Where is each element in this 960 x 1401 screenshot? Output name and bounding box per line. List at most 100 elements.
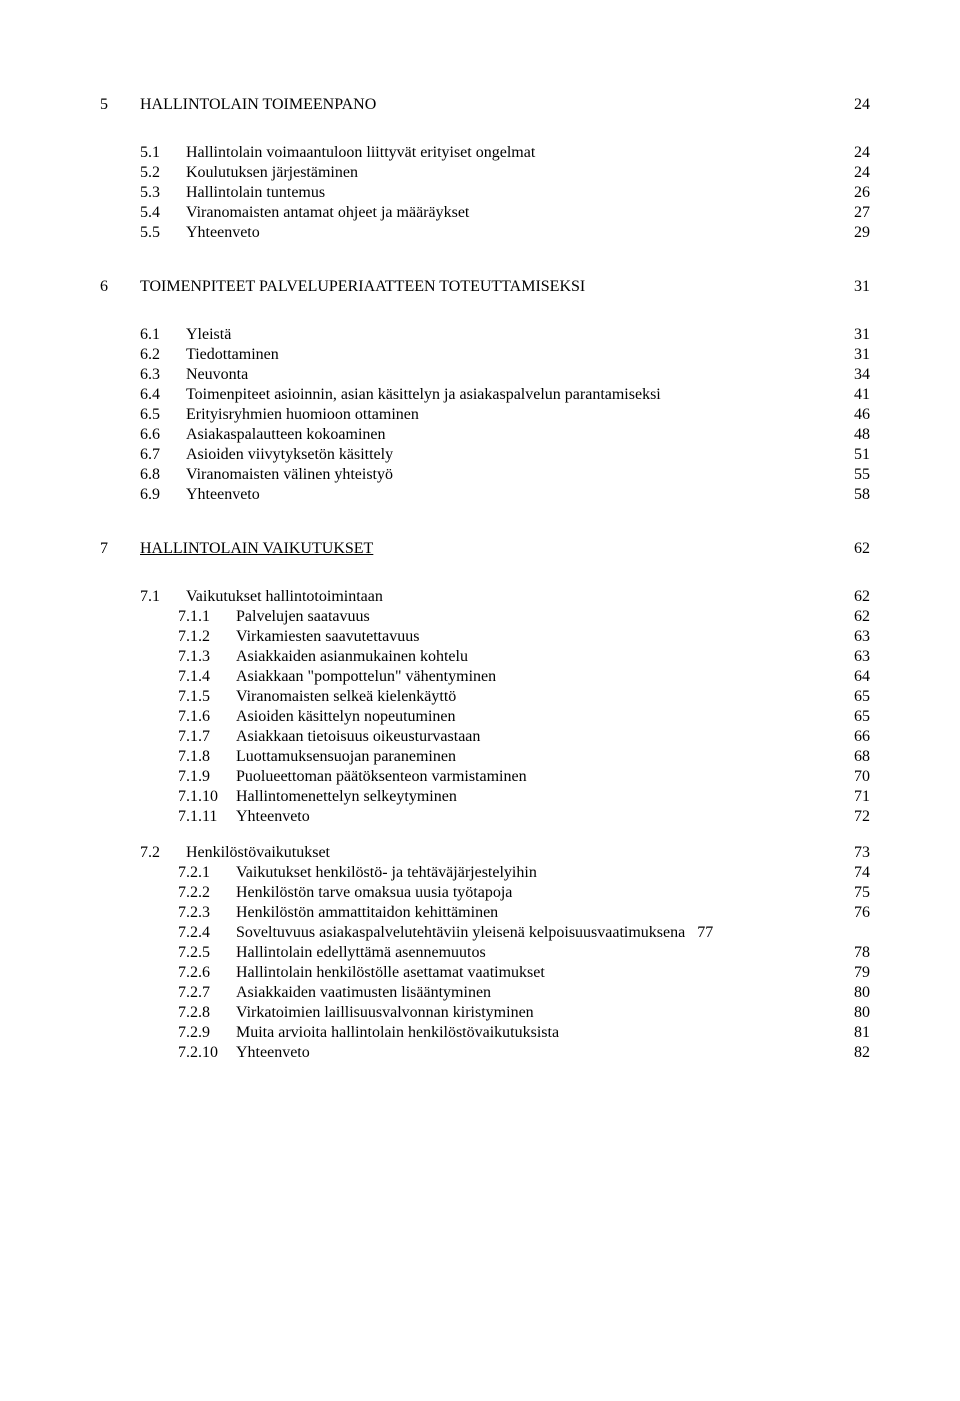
toc-entry-number: 5.2 [140, 164, 186, 182]
toc-entry-page: 80 [846, 1004, 870, 1022]
toc-entry-page: 41 [846, 386, 870, 404]
toc-entry-number: 5.1 [140, 144, 186, 162]
toc-entry-title: Henkilöstön ammattitaidon kehittäminen [236, 904, 498, 922]
toc-entry: 7.2.9Muita arvioita hallintolain henkilö… [178, 1024, 870, 1042]
toc-entry: 7.1.3Asiakkaiden asianmukainen kohtelu63 [178, 648, 870, 666]
toc-entry-number: 6.9 [140, 486, 186, 504]
toc-entry-title: Tiedottaminen [186, 346, 279, 364]
toc-entry-title: Soveltuvuus asiakaspalvelutehtäviin ylei… [236, 924, 685, 942]
toc-entry-number: 6.5 [140, 406, 186, 424]
toc-entry-number: 6.1 [140, 326, 186, 344]
toc-entry-number: 5.3 [140, 184, 186, 202]
toc-entry: 7.1.5Viranomaisten selkeä kielenkäyttö 65 [178, 688, 870, 706]
toc-entry: 7.2.1Vaikutukset henkilöstö- ja tehtäväj… [178, 864, 870, 882]
toc-chapter-page: 62 [846, 540, 870, 558]
toc-entry: 6.6Asiakaspalautteen kokoaminen 48 [140, 426, 870, 444]
toc-entry-number: 7.1.9 [178, 768, 236, 786]
toc-entry-number: 7.1.5 [178, 688, 236, 706]
toc-entry-page: 65 [846, 688, 870, 706]
toc-entry: 7.1Vaikutukset hallintotoimintaan62 [140, 588, 870, 606]
toc-entry-page: 80 [846, 984, 870, 1002]
toc-entry-page: 31 [846, 346, 870, 364]
toc-entry: 7.1.7Asiakkaan tietoisuus oikeusturvasta… [178, 728, 870, 746]
toc-entry: 6.1Yleistä31 [140, 326, 870, 344]
toc-entry-page: 66 [846, 728, 870, 746]
toc-entry-page: 24 [846, 144, 870, 162]
toc-entry-page: 62 [846, 608, 870, 626]
toc-entry-page: 63 [846, 628, 870, 646]
toc-entry-page: 76 [846, 904, 870, 922]
toc-entry-page: 75 [846, 884, 870, 902]
toc-entry-number: 7.1.2 [178, 628, 236, 646]
toc-entry: 7.2.5Hallintolain edellyttämä asennemuut… [178, 944, 870, 962]
toc-entry-page: 71 [846, 788, 870, 806]
toc-entry-page: 72 [846, 808, 870, 826]
toc-entry-number: 7.1.8 [178, 748, 236, 766]
toc-entry: 7.2Henkilöstövaikutukset73 [140, 844, 870, 862]
toc-entry-title: Asiakkaan "pompottelun" vähentyminen [236, 668, 496, 686]
toc-chapter: 7HALLINTOLAIN VAIKUTUKSET62 [100, 540, 870, 558]
toc-entry-page: 73 [846, 844, 870, 862]
toc-entry-number: 7.1 [140, 588, 186, 606]
toc-chapter-number: 7 [100, 540, 120, 558]
toc-entry-title: Henkilöstön tarve omaksua uusia työtapoj… [236, 884, 512, 902]
toc-entry-page: 68 [846, 748, 870, 766]
toc-entry-title: Yleistä [186, 326, 231, 344]
toc-entry-number: 7.2.1 [178, 864, 236, 882]
toc-entry-number: 7.2.10 [178, 1044, 236, 1062]
toc-entry-page: 82 [846, 1044, 870, 1062]
toc-entry-number: 7.1.4 [178, 668, 236, 686]
toc-entry: 7.1.11Yhteenveto72 [178, 808, 870, 826]
toc-entry-title: Virkamiesten saavutettavuus [236, 628, 419, 646]
toc-entry: 7.1.6Asioiden käsittelyn nopeutuminen65 [178, 708, 870, 726]
toc-entry-number: 7.1.7 [178, 728, 236, 746]
toc-entry-page: 26 [846, 184, 870, 202]
toc-entry-number: 6.8 [140, 466, 186, 484]
toc-entry: 7.2.2Henkilöstön tarve omaksua uusia työ… [178, 884, 870, 902]
toc-entry: 6.9Yhteenveto58 [140, 486, 870, 504]
toc-entry-title: Asiakaspalautteen kokoaminen [186, 426, 386, 444]
toc-entry-title: Palvelujen saatavuus [236, 608, 370, 626]
toc-entry: 7.2.6Hallintolain henkilöstölle asettama… [178, 964, 870, 982]
toc-entry-title: Vaikutukset henkilöstö- ja tehtäväjärjes… [236, 864, 537, 882]
toc-entry-title: Viranomaisten välinen yhteistyö [186, 466, 393, 484]
toc-entry-number: 6.4 [140, 386, 186, 404]
toc-entry-title: Yhteenveto [236, 1044, 310, 1062]
toc-chapter: 5HALLINTOLAIN TOIMEENPANO24 [100, 96, 870, 114]
toc-entry-title: Puolueettoman päätöksenteon varmistamine… [236, 768, 527, 786]
toc-entry-title: Viranomaisten selkeä kielenkäyttö [236, 688, 456, 706]
toc-entry-number: 7.2.3 [178, 904, 236, 922]
toc-entry-title: Asiakkaiden vaatimusten lisääntyminen [236, 984, 491, 1002]
toc-entry: 6.8Viranomaisten välinen yhteistyö55 [140, 466, 870, 484]
toc-entry-number: 6.6 [140, 426, 186, 444]
toc-chapter-page: 31 [846, 278, 870, 296]
toc-entry: 7.2.7Asiakkaiden vaatimusten lisääntymin… [178, 984, 870, 1002]
toc-entry-page: 74 [846, 864, 870, 882]
toc-entry-title: Asiakkaiden asianmukainen kohtelu [236, 648, 468, 666]
toc-entry-title: Vaikutukset hallintotoimintaan [186, 588, 383, 606]
toc-entry: 7.1.9Puolueettoman päätöksenteon varmist… [178, 768, 870, 786]
toc-entry: 6.2Tiedottaminen31 [140, 346, 870, 364]
toc-entry-number: 7.1.6 [178, 708, 236, 726]
toc-chapter-title: HALLINTOLAIN TOIMEENPANO [120, 96, 376, 114]
toc-entry-title: Erityisryhmien huomioon ottaminen [186, 406, 419, 424]
toc-entry-page: 58 [846, 486, 870, 504]
toc-entry-number: 7.1.11 [178, 808, 236, 826]
toc-entry-number: 7.2.5 [178, 944, 236, 962]
toc-entry-page: 64 [846, 668, 870, 686]
toc-entry-title: Muita arvioita hallintolain henkilöstöva… [236, 1024, 559, 1042]
toc-chapter-number: 6 [100, 278, 120, 296]
toc-entry-number: 7.2.9 [178, 1024, 236, 1042]
toc-entry-page: 81 [846, 1024, 870, 1042]
toc-entry-title: Toimenpiteet asioinnin, asian käsittelyn… [186, 386, 661, 404]
toc-entry-title: Hallintolain voimaantuloon liittyvät eri… [186, 144, 535, 162]
toc-entry-page: 70 [846, 768, 870, 786]
toc-entry-page: 65 [846, 708, 870, 726]
toc-chapter-title: TOIMENPITEET PALVELUPERIAATTEEN TOTEUTTA… [120, 278, 585, 296]
toc-entry: 5.1Hallintolain voimaantuloon liittyvät … [140, 144, 870, 162]
toc-entry-page: 48 [846, 426, 870, 444]
toc-entry: 6.3Neuvonta34 [140, 366, 870, 384]
toc-entry-title: Hallintolain edellyttämä asennemuutos [236, 944, 486, 962]
toc-entry-title: Yhteenveto [186, 224, 260, 242]
toc-entry-page: 63 [846, 648, 870, 666]
